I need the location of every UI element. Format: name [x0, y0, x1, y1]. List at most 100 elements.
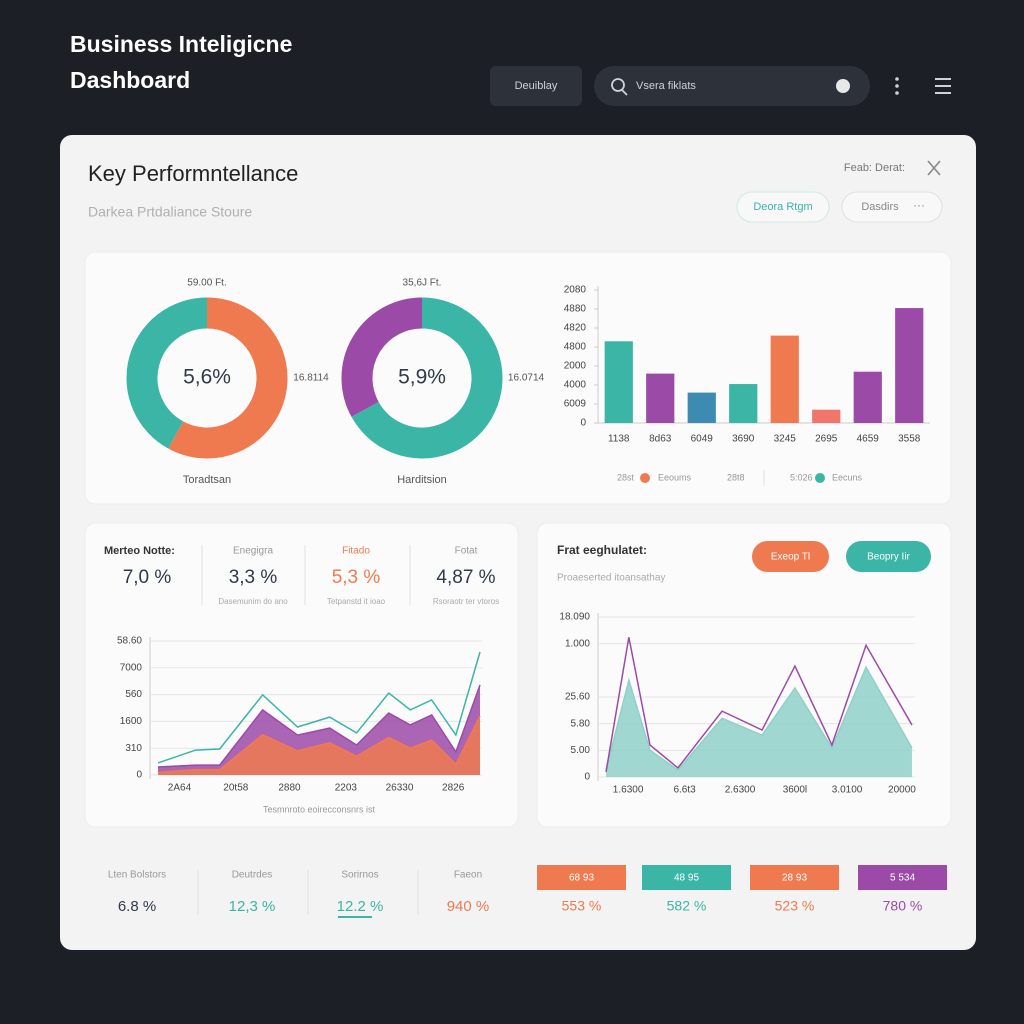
x-tick-label: 2880 [278, 783, 301, 794]
panel-button-label[interactable]: Deora Rtgm [753, 201, 812, 213]
donut-label: 35,6J Ft. [403, 278, 442, 289]
donut-label: 59.00 Ft. [187, 278, 226, 289]
donut-caption: Harditsion [397, 474, 447, 486]
x-tick-label: 26330 [386, 783, 414, 794]
panel-button[interactable] [841, 191, 943, 223]
stat-value: 12,3 % [229, 898, 276, 915]
y-tick-label: 1600 [120, 716, 143, 727]
page-title: Business Inteligicne [70, 31, 292, 57]
y-tick-label: 0 [584, 772, 590, 783]
chart-caption: Tesmnroto eoirecconsnrs ist [263, 804, 376, 814]
tag-value: 780 % [883, 898, 923, 914]
x-tick-label: 6049 [691, 434, 714, 445]
line [157, 651, 481, 764]
y-tick-label: 4000 [564, 380, 587, 391]
search-icon [621, 89, 628, 96]
tag [537, 865, 626, 890]
tag-label: 5 534 [890, 873, 915, 884]
line [157, 684, 481, 768]
y-tick-label: 7000 [120, 662, 143, 673]
line [157, 715, 481, 774]
menu-icon[interactable] [935, 78, 951, 94]
area [606, 667, 912, 777]
x-tick-label: 3.0100 [832, 785, 863, 796]
y-tick-label: 6009 [564, 399, 587, 410]
action-button-label[interactable]: Exeop Tl [771, 552, 810, 563]
bar [687, 392, 716, 423]
header-button-label[interactable]: Deuiblay [515, 80, 558, 92]
line [605, 637, 913, 773]
tag [858, 865, 947, 890]
x-tick-label: 6.6t3 [673, 785, 696, 796]
x-tick-label: 2203 [335, 783, 358, 794]
x-tick-label: 3600l [783, 785, 807, 796]
stat-label: Deutrdes [232, 870, 273, 881]
ellipsis-icon: ··· [913, 198, 925, 212]
legend-label: Eeoums [658, 472, 692, 482]
action-button[interactable] [752, 541, 829, 572]
donut-segment [126, 297, 208, 449]
stat-value: 940 % [447, 898, 490, 915]
action-button[interactable] [846, 541, 931, 572]
stat-value: 4,87 % [436, 567, 495, 588]
tag-label: 68 93 [569, 873, 594, 884]
panel-button-label[interactable]: Dasdirs [861, 201, 899, 213]
x-tick-label: 20000 [888, 785, 916, 796]
action-button-label[interactable]: Beopry Iir [867, 552, 910, 563]
y-tick-label: 5.80 [571, 718, 591, 729]
tag-value: 553 % [562, 898, 602, 914]
legend-label: 5:026 [790, 472, 813, 482]
legend-label: Eecuns [832, 472, 863, 482]
separators [197, 470, 765, 915]
x-tick-label: 3558 [898, 434, 921, 445]
section-title: Frat eeghulatet: [557, 543, 647, 557]
stat-sub: Tetpanstd it ioao [327, 597, 386, 606]
y-tick-label: 5.00 [571, 745, 591, 756]
donut-center: 5,6% [183, 366, 231, 389]
y-tick-label: 2000 [564, 361, 587, 372]
stat-label: Fotat [455, 546, 478, 557]
stat-label: Sorirnos [341, 870, 378, 881]
stat-value: 7,0 % [123, 567, 172, 588]
tag-value: 582 % [667, 898, 707, 914]
bar [812, 409, 841, 423]
y-tick-label: 4880 [564, 304, 587, 315]
bar [895, 308, 924, 423]
donut-segment [351, 297, 503, 459]
panel-subtitle: Darkea Prtdaliance Stoure [88, 204, 252, 220]
line [605, 665, 913, 772]
stat-sub: Rsoraotr ter vtoros [433, 597, 499, 606]
tag-label: 48 95 [674, 873, 699, 884]
y-tick-label: 58.60 [117, 636, 142, 647]
panel-meta: Feab: Derat: [844, 162, 905, 174]
stat-value: 6.8 % [118, 898, 156, 915]
x-tick-label: 3690 [732, 434, 755, 445]
stat-label: Enegigra [233, 546, 273, 557]
bar [604, 341, 633, 423]
panel-button[interactable] [736, 191, 830, 223]
x-tick-label: 20t58 [223, 783, 248, 794]
y-tick-label: 2080 [564, 285, 587, 296]
stat-label: Merteo Notte: [104, 545, 175, 557]
more-icon[interactable] [895, 77, 899, 95]
y-tick-label: 4800 [564, 342, 587, 353]
x-tick-label: 2826 [442, 783, 465, 794]
header-button[interactable] [490, 66, 582, 106]
search-placeholder[interactable]: Vsera fiklats [636, 80, 696, 92]
close-icon[interactable] [927, 160, 941, 176]
x-tick-label: 2695 [815, 434, 838, 445]
stat-label: Lten Bolstors [108, 870, 166, 881]
y-tick-label: 560 [125, 689, 142, 700]
legend-marker [815, 473, 825, 483]
globe-icon[interactable] [836, 79, 850, 93]
panel-title: Key Performntellance [88, 161, 298, 186]
bar [853, 371, 882, 423]
tag [642, 865, 731, 890]
search-box[interactable] [594, 66, 870, 106]
x-tick-label: 8d63 [649, 434, 672, 445]
stat-label: Faeon [454, 870, 482, 881]
x-tick-label: 2.6300 [725, 785, 756, 796]
x-tick-label: 2A64 [168, 783, 192, 794]
donut-segment [341, 297, 423, 417]
